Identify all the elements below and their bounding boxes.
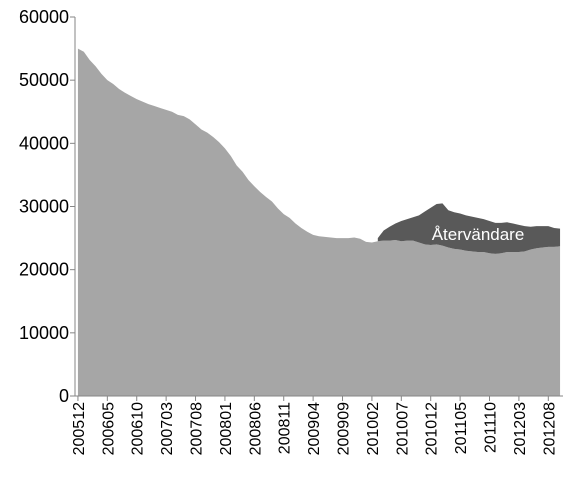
x-tick-label: 200909 [336,402,353,455]
x-tick-label: 200811 [277,402,294,454]
x-tick-label: 200512 [71,402,88,455]
y-tick-label: 30000 [19,197,69,217]
x-tick-label: 200801 [218,402,235,455]
x-tick-label: 201110 [483,402,500,453]
area [77,48,561,396]
x-tick-label: 200806 [247,402,264,455]
y-tick-label: 20000 [19,260,69,280]
x-tick-label: 201203 [512,402,529,455]
y-tick-label: 0 [59,386,69,406]
x-tick-label: 201105 [453,402,470,454]
x-tick-label: 200703 [159,402,176,455]
area [377,203,561,254]
y-tick-label: 10000 [19,323,69,343]
x-tick-label: 201007 [394,402,411,455]
x-tick-label: 200610 [130,402,147,455]
x-tick-label: 201002 [365,402,382,455]
y-tick-label: 50000 [19,70,69,90]
y-tick-label: 40000 [19,133,69,153]
y-tick-label: 60000 [19,7,69,27]
area-label: Återvändare [432,225,525,244]
x-tick-label: 201012 [424,402,441,455]
x-tick-label: 200904 [306,402,323,455]
x-tick-label: 201208 [541,402,558,455]
x-tick-label: 200708 [189,402,206,455]
x-tick-label: 200605 [100,402,117,455]
